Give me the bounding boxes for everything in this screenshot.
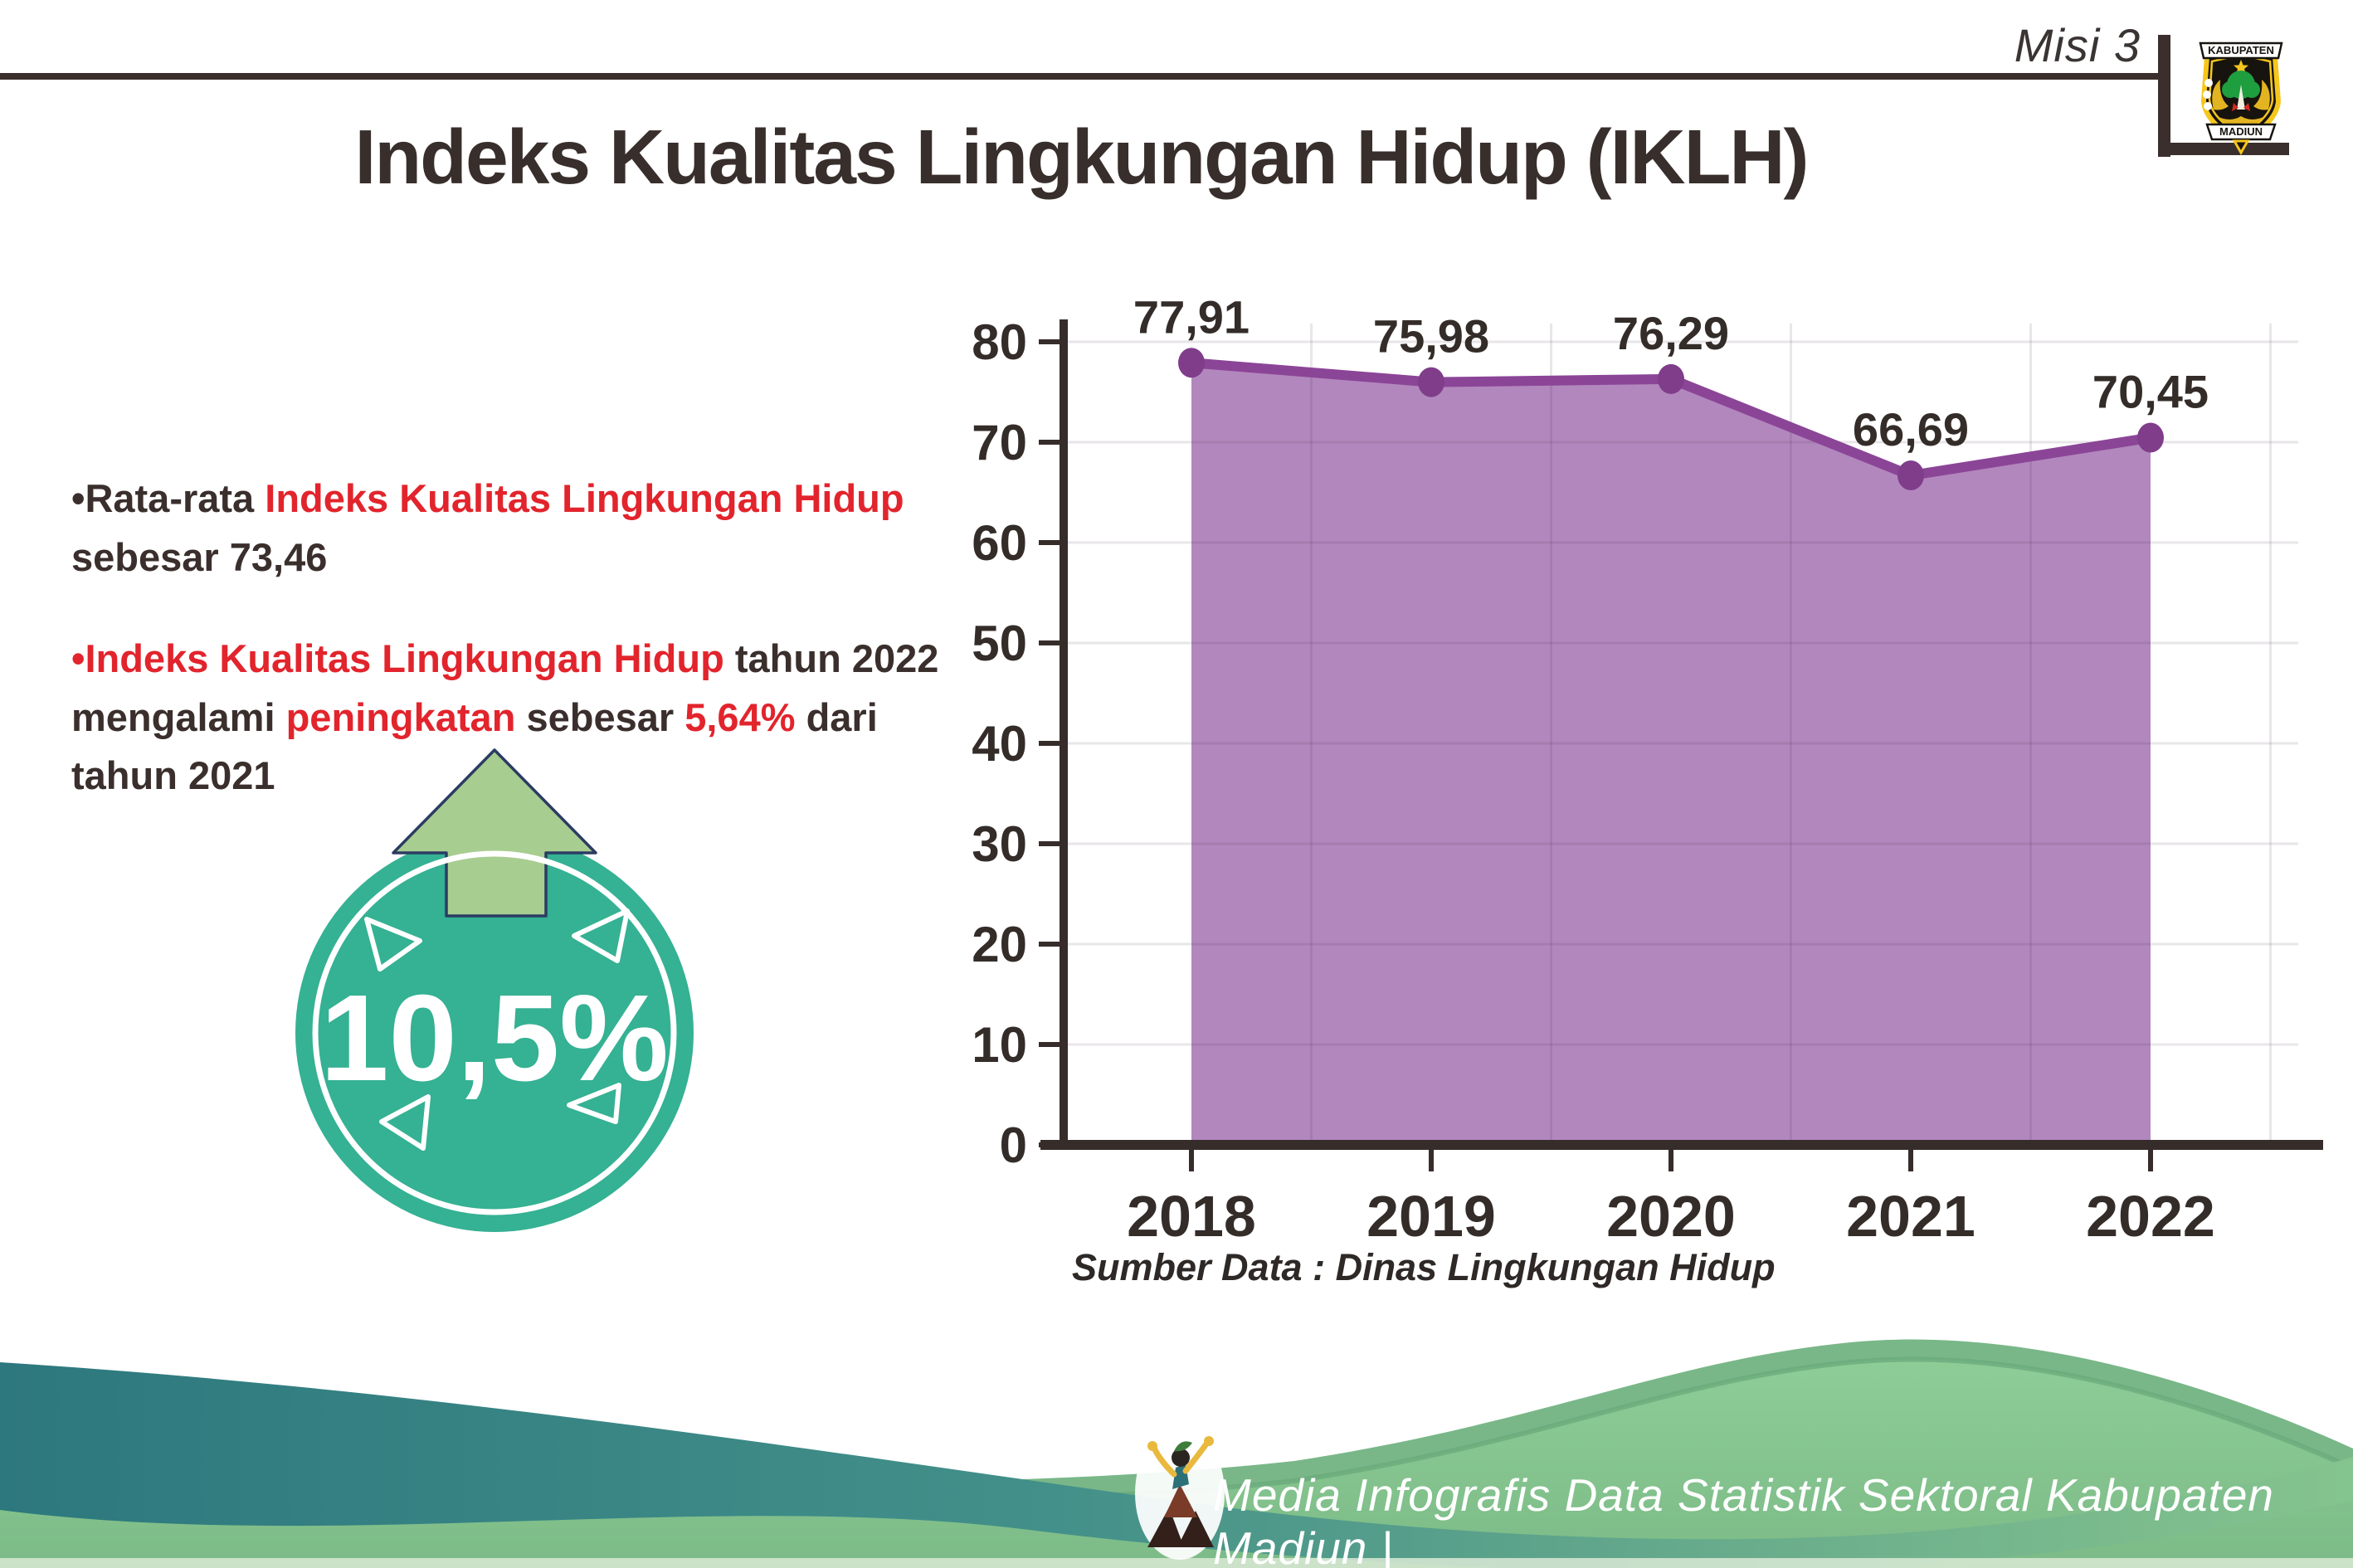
- insight-rata-rata: •Rata-rata Indeks Kualitas Lingkungan Hi…: [71, 470, 946, 587]
- logo-star-icon: [2234, 60, 2248, 75]
- insight2-highlight-1: •Indeks Kualitas Lingkungan Hidup: [71, 636, 724, 680]
- y-tick-label: 10: [972, 1017, 1027, 1073]
- logo-cotton-3: [2204, 102, 2212, 110]
- x-tick-label: 2021: [1846, 1184, 1975, 1249]
- mascot-icon: [1135, 1427, 1225, 1560]
- badge-spark-sw: [379, 1094, 431, 1151]
- data-point: [1898, 460, 1924, 491]
- insight1-suffix: sebesar 73,46: [71, 534, 328, 579]
- logo-wings-icon: [2212, 80, 2270, 110]
- badge-percent-label: 10,5%: [320, 970, 669, 1107]
- value-label: 66,69: [1853, 403, 1969, 455]
- data-point: [1658, 363, 1684, 394]
- logo-monument-icon: [2237, 85, 2245, 110]
- value-label: 70,45: [2092, 366, 2209, 418]
- logo-tree-left: [2222, 81, 2239, 98]
- x-tick-label: 2022: [2086, 1184, 2215, 1249]
- kabupaten-madiun-logo-icon: KABUPATEN MADIUN: [2199, 41, 2283, 156]
- x-tick-label: 2020: [1606, 1184, 1736, 1249]
- data-point: [1418, 367, 1444, 397]
- y-tick-label: 20: [972, 917, 1027, 972]
- y-tick-label: 60: [972, 515, 1027, 571]
- insight1-prefix: •Rata-rata: [71, 476, 266, 520]
- value-label: 75,98: [1373, 310, 1489, 363]
- badge-spark-ne: [572, 908, 630, 963]
- value-label: 77,91: [1133, 290, 1250, 343]
- badge-ring: [312, 850, 677, 1215]
- logo-ribbon-left: [2232, 103, 2239, 111]
- y-tick-label: 80: [972, 314, 1027, 370]
- y-tick-label: 70: [972, 415, 1027, 470]
- data-point: [2137, 422, 2164, 453]
- footer-wave-teal: [0, 1362, 2353, 1568]
- footer-bottom-strip: [0, 1558, 2353, 1568]
- x-tick-label: 2019: [1366, 1184, 1496, 1249]
- up-arrow-icon: [392, 748, 597, 918]
- footer-waves: [0, 1339, 2353, 1568]
- value-label: 76,29: [1613, 307, 1729, 359]
- chart-source: Sumber Data : Dinas Lingkungan Hidup: [1072, 1246, 1776, 1288]
- logo-tree-right: [2243, 81, 2260, 98]
- header-rule: [0, 73, 2162, 80]
- badge-spark-se: [567, 1083, 621, 1124]
- logo-ribbon-right: [2243, 103, 2250, 111]
- y-tick-label: 40: [972, 716, 1027, 772]
- logo-banner-top-label: KABUPATEN: [2208, 44, 2274, 56]
- insight1-highlight: Indeks Kualitas Lingkungan Hidup: [265, 476, 904, 520]
- insight-peningkatan: •Indeks Kualitas Lingkungan Hidup tahun …: [71, 630, 946, 806]
- increase-badge: 10,5%: [295, 748, 694, 1232]
- insight2-text-2: sebesar: [515, 694, 685, 739]
- badge-spark-nw: [364, 917, 422, 971]
- insight2-highlight-2: peningkatan: [285, 694, 516, 739]
- page-title: Indeks Kualitas Lingkungan Hidup (IKLH): [354, 114, 1809, 200]
- trend-line: [1186, 358, 2156, 481]
- insight2-highlight-3: 5,64%: [684, 694, 796, 739]
- insight2-text-3: dari tahun 2021: [71, 694, 878, 798]
- x-tick-label: 2018: [1127, 1184, 1256, 1249]
- logo-banner-bottom: [2205, 123, 2277, 141]
- logo-bottom-point: [2232, 139, 2250, 156]
- logo-wreath-icon: [2217, 116, 2265, 126]
- insight2-text-1: tahun 2022 mengalami: [71, 636, 939, 739]
- logo-banner-bottom-label: MADIUN: [2219, 125, 2263, 138]
- data-point: [1178, 348, 1205, 378]
- logo-cotton-1: [2204, 79, 2213, 87]
- footer-caption: Media Infografis Data Statistik Sektoral…: [1213, 1469, 2275, 1568]
- logo-cotton-2: [2203, 90, 2211, 99]
- logo-frame-horizontal: [2158, 143, 2289, 155]
- y-tick-label: 50: [972, 616, 1027, 671]
- area-fill: [1191, 363, 2151, 1145]
- logo-frame-vertical: [2158, 35, 2170, 157]
- logo-banner-top: [2199, 41, 2283, 60]
- y-tick-label: 0: [1000, 1118, 1027, 1173]
- insights-block: •Rata-rata Indeks Kualitas Lingkungan Hi…: [71, 470, 946, 806]
- mission-label: Misi 3: [2014, 19, 2141, 71]
- y-tick-label: 30: [972, 816, 1027, 872]
